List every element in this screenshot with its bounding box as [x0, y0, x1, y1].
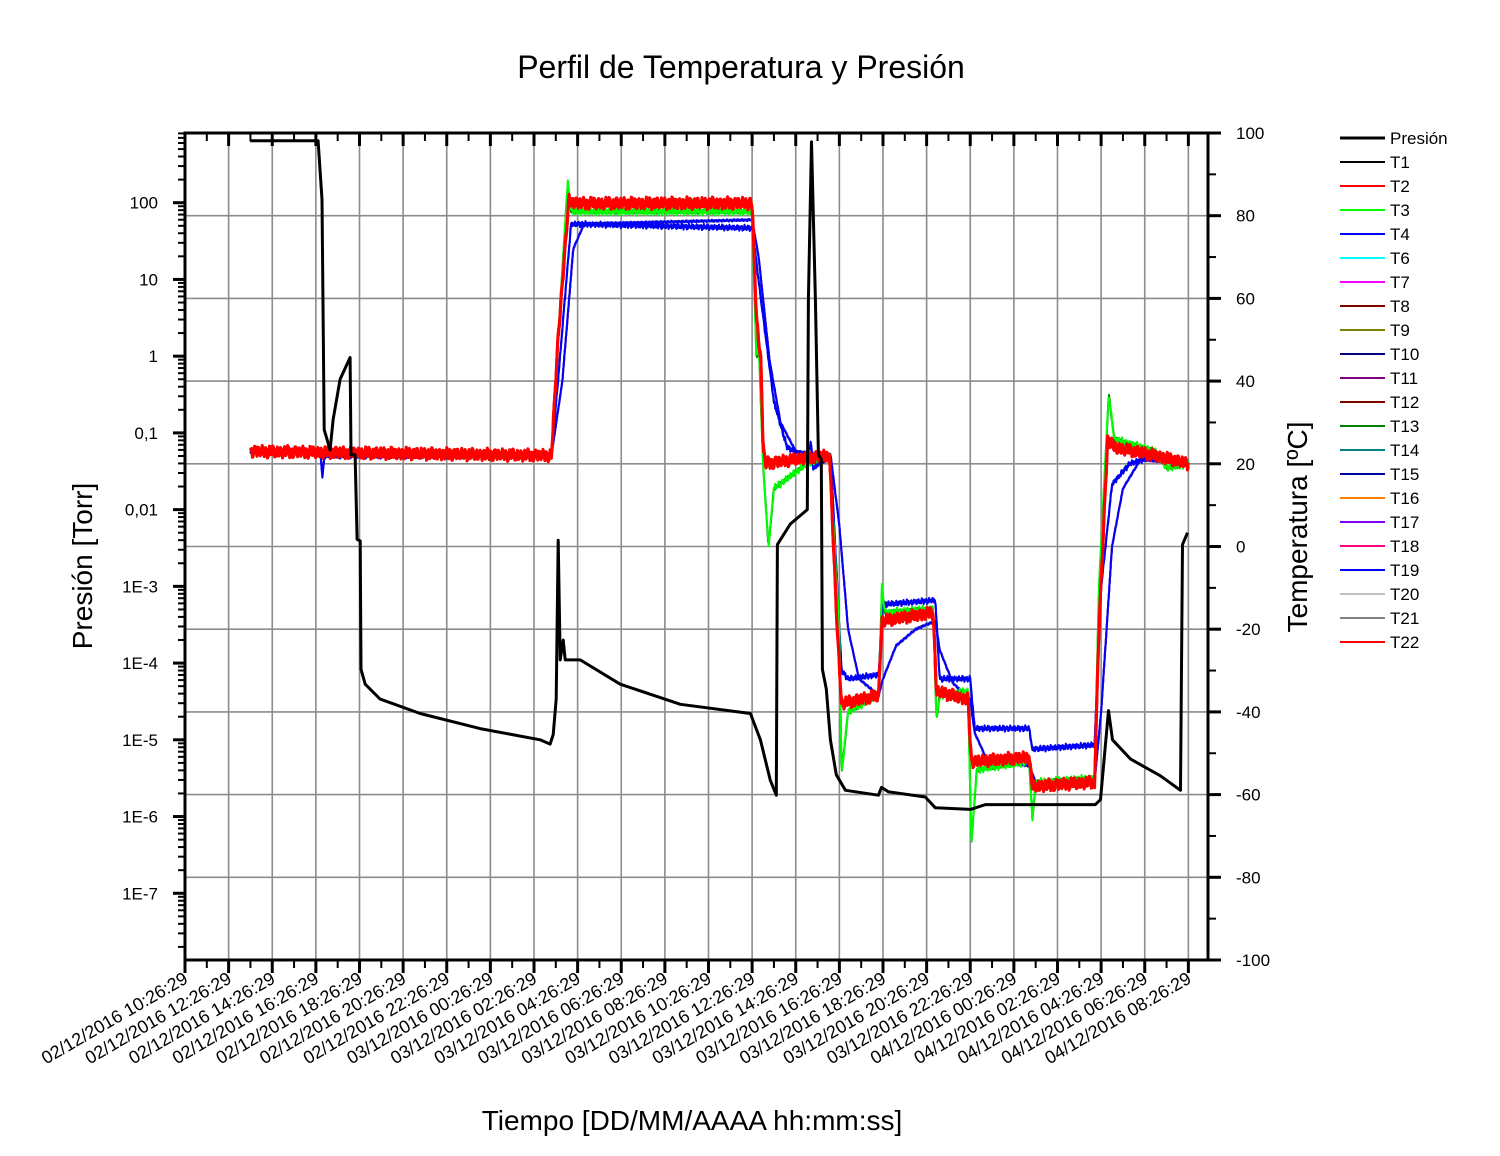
legend-label: T17 [1390, 513, 1419, 532]
series-line-t7 [250, 218, 1189, 784]
y-right-tick-label: 40 [1236, 372, 1255, 391]
legend-label: T12 [1390, 393, 1419, 412]
legend-label: T8 [1390, 297, 1410, 316]
y-left-tick-label: 1E-7 [122, 884, 158, 903]
y-left-tick-label: 100 [130, 194, 158, 213]
y-left-tick-label: 1E-5 [122, 731, 158, 750]
series-line-t3 [249, 179, 1190, 842]
legend-label: T11 [1390, 369, 1418, 388]
legend-label: T18 [1390, 537, 1419, 556]
y-left-tick-label: 10 [139, 270, 158, 289]
series-line-t10 [249, 196, 1189, 789]
chart-title: Perfil de Temperatura y Presión [517, 49, 965, 85]
y-right-tick-label: 100 [1236, 124, 1264, 143]
legend-label: T2 [1390, 177, 1410, 196]
series-line-t6 [249, 218, 1189, 784]
series-line-t14 [249, 197, 1190, 789]
legend: Presión T1 T2 T3 T4 T6 T7 T8 T9 T10 T11 T12 T13 T14 T1… [1340, 129, 1448, 652]
y-right-tick-label: 80 [1236, 207, 1255, 226]
series-line-t13 [250, 182, 1190, 843]
axes: 100 80 60 40 20 0 -20 -40 -60 -80 -100 100 10 1 0,1 0,0… [122, 124, 1270, 973]
legend-label: T6 [1390, 249, 1410, 268]
y-right-tick-label: -20 [1236, 620, 1261, 639]
series-line-pressure [250, 139, 1189, 811]
series-line-t11 [250, 218, 1189, 784]
legend-label: T3 [1390, 201, 1410, 220]
series-line-t17 [249, 218, 1190, 784]
legend-label: T20 [1390, 585, 1419, 604]
legend-label: T14 [1390, 441, 1419, 460]
legend-label: T22 [1390, 633, 1419, 652]
y-right-tick-label: -40 [1236, 703, 1261, 722]
series-layer [249, 139, 1190, 843]
y-axis-right-title: Temperatura [ºC] [1282, 422, 1313, 633]
y-left-tick-label: 1 [149, 347, 158, 366]
y-left-tick-label: 1E-4 [122, 654, 158, 673]
x-axis-title: Tiempo [DD/MM/AAAA hh:mm:ss] [482, 1105, 903, 1136]
series-line-t22 [249, 195, 1190, 794]
legend-label: T16 [1390, 489, 1419, 508]
y-right-tick-label: 60 [1236, 289, 1255, 308]
series-line-t15 [250, 221, 1189, 752]
legend-label: T19 [1390, 561, 1419, 580]
y-left-tick-label: 0,1 [134, 424, 158, 443]
y-right-tick-label: -60 [1236, 786, 1261, 805]
series-line-t16 [249, 197, 1190, 790]
y-right-tick-label: 0 [1236, 538, 1245, 557]
series-line-t20 [249, 218, 1189, 784]
legend-label: T15 [1390, 465, 1419, 484]
legend-label: T13 [1390, 417, 1419, 436]
legend-label: T9 [1390, 321, 1410, 340]
series-line-t18 [250, 218, 1189, 784]
y-axis-left-title: Presión [Torr] [67, 483, 98, 650]
legend-label: Presión [1390, 129, 1448, 148]
series-line-t19 [250, 217, 1189, 785]
legend-label: T10 [1390, 345, 1419, 364]
legend-label: T4 [1390, 225, 1410, 244]
y-left-tick-label: 0,01 [125, 501, 158, 520]
y-left-tick-label: 1E-3 [122, 577, 158, 596]
plot-frame [183, 131, 1210, 962]
grid [185, 133, 1208, 960]
legend-label: T21 [1390, 609, 1419, 628]
series-line-t8 [249, 197, 1190, 789]
y-right-tick-label: 20 [1236, 455, 1255, 474]
legend-label: T1 [1390, 153, 1410, 172]
series-line-t4 [249, 220, 1190, 753]
legend-label: T7 [1390, 273, 1410, 292]
y-left-tick-label: 1E-6 [122, 808, 158, 827]
y-right-tick-label: -100 [1236, 951, 1270, 970]
series-line-t12 [249, 197, 1190, 789]
series-line-t21 [249, 218, 1190, 784]
series-line-t9 [249, 197, 1190, 789]
y-right-tick-label: -80 [1236, 868, 1261, 887]
series-line-t1 [249, 196, 1189, 789]
